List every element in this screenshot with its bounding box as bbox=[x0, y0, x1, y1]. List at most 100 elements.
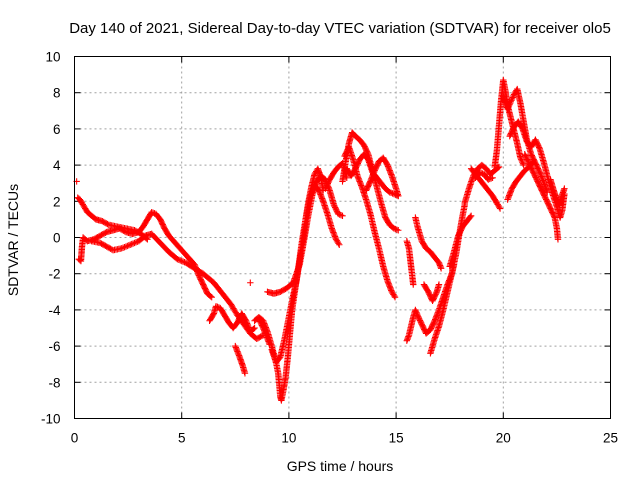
data-point-fill bbox=[122, 243, 130, 250]
data-point-fill bbox=[535, 143, 542, 150]
data-point-fill bbox=[450, 250, 457, 257]
data-point bbox=[520, 161, 527, 169]
series-track-29 bbox=[504, 158, 537, 203]
data-point-fill bbox=[430, 320, 437, 327]
series-track-07 bbox=[247, 279, 254, 286]
data-point-fill bbox=[405, 243, 412, 251]
data-point-fill bbox=[250, 325, 257, 333]
data-point-fill bbox=[376, 177, 383, 185]
data-point-fill bbox=[425, 246, 432, 254]
data-point-fill bbox=[506, 99, 514, 107]
series-track-14 bbox=[341, 143, 399, 301]
data-point-fill bbox=[470, 168, 477, 176]
data-point-fill bbox=[448, 272, 455, 279]
data-point-fill bbox=[319, 196, 326, 204]
data-point-fill bbox=[377, 198, 384, 205]
data-point-fill bbox=[208, 277, 215, 284]
y-tick-label: 4 bbox=[53, 158, 61, 173]
data-point-fill bbox=[459, 214, 466, 221]
y-tick-label: 6 bbox=[53, 122, 61, 137]
data-point-fill bbox=[384, 187, 391, 194]
data-point-fill bbox=[131, 239, 138, 247]
data-point-fill bbox=[554, 234, 562, 241]
data-point-fill bbox=[219, 309, 227, 317]
data-point-fill bbox=[333, 165, 340, 173]
data-point-fill bbox=[507, 113, 514, 120]
data-point-fill bbox=[511, 180, 518, 188]
data-point-fill bbox=[394, 191, 402, 198]
data-point-fill bbox=[429, 252, 437, 259]
data-point-fill bbox=[388, 223, 396, 230]
data-point-fill bbox=[330, 200, 337, 207]
data-point-fill bbox=[508, 95, 516, 103]
data-point-fill bbox=[527, 149, 534, 156]
data-point-fill bbox=[239, 361, 246, 368]
data-point-fill bbox=[172, 254, 179, 261]
data-point-fill bbox=[432, 291, 439, 298]
data-point-fill bbox=[409, 279, 417, 287]
data-point-fill bbox=[217, 287, 224, 295]
data-point-fill bbox=[177, 257, 184, 264]
data-point-fill bbox=[505, 104, 512, 111]
data-point bbox=[507, 98, 515, 105]
data-point-fill bbox=[528, 166, 536, 173]
data-point-fill bbox=[285, 315, 292, 322]
data-point-fill bbox=[519, 160, 527, 167]
data-point-fill bbox=[224, 316, 231, 324]
data-point-fill bbox=[149, 209, 157, 216]
data-point-fill bbox=[103, 220, 110, 227]
data-point-fill bbox=[461, 220, 469, 227]
data-point-fill bbox=[518, 157, 525, 164]
x-tick-label: 10 bbox=[281, 431, 296, 446]
x-axis-label: GPS time / hours bbox=[287, 458, 394, 474]
data-point-fill bbox=[375, 243, 382, 251]
data-point-fill bbox=[510, 92, 517, 100]
data-point-fill bbox=[325, 178, 332, 186]
data-point-fill bbox=[263, 334, 271, 341]
data-point-fill bbox=[509, 126, 516, 133]
data-point-fill bbox=[183, 252, 190, 259]
data-point-fill bbox=[363, 154, 370, 161]
data-point-fill bbox=[434, 257, 441, 264]
data-point-fill bbox=[232, 321, 239, 328]
data-point-fill bbox=[295, 262, 303, 270]
y-tick-label: -2 bbox=[48, 267, 60, 282]
data-point-fill bbox=[125, 242, 133, 249]
data-point-fill bbox=[558, 208, 566, 215]
data-point bbox=[339, 212, 346, 219]
data-point-fill bbox=[423, 286, 431, 293]
data-point-fill bbox=[467, 213, 474, 221]
series-track-04 bbox=[88, 230, 267, 343]
x-tick-label: 0 bbox=[71, 431, 79, 446]
data-point-fill bbox=[258, 322, 266, 329]
series-track-16 bbox=[362, 154, 402, 200]
data-point-fill bbox=[533, 175, 540, 183]
data-point-fill bbox=[486, 175, 493, 183]
data-point-fill bbox=[175, 256, 183, 264]
data-point-fill bbox=[390, 291, 397, 298]
data-point-fill bbox=[487, 175, 495, 182]
data-point-fill bbox=[480, 163, 488, 171]
data-point-fill bbox=[391, 292, 398, 300]
data-point-fill bbox=[77, 197, 84, 204]
data-point-fill bbox=[287, 281, 295, 288]
series-track-15 bbox=[343, 151, 402, 200]
data-point-fill bbox=[160, 222, 167, 230]
data-point-fill bbox=[323, 209, 331, 216]
data-point-fill bbox=[329, 171, 336, 178]
data-point-fill bbox=[119, 244, 127, 251]
data-point-fill bbox=[477, 169, 485, 177]
data-point-fill bbox=[354, 134, 361, 142]
y-tick-label: -10 bbox=[41, 412, 61, 427]
data-point-fill bbox=[336, 211, 343, 218]
series-track-23 bbox=[461, 161, 503, 207]
data-point-fill bbox=[206, 292, 213, 299]
data-point-fill bbox=[366, 209, 374, 216]
x-tick-label: 20 bbox=[496, 431, 511, 446]
data-point-fill bbox=[214, 303, 221, 311]
series-track-03 bbox=[75, 208, 215, 301]
series-track-19 bbox=[412, 214, 445, 272]
data-point-fill bbox=[142, 218, 150, 226]
data-point-fill bbox=[487, 190, 495, 197]
data-point-fill bbox=[383, 276, 391, 283]
